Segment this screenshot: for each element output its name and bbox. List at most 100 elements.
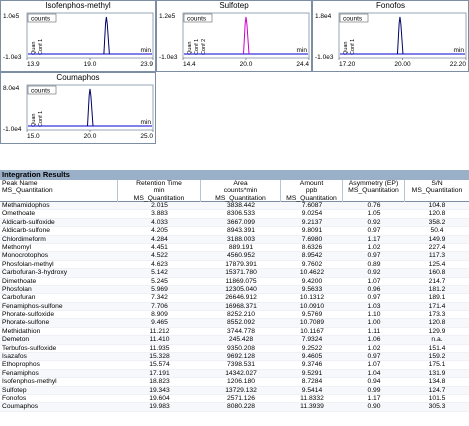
cell-peak-name: Methamidophos (2, 202, 50, 209)
cell-peak-name: Chlordimeform (2, 235, 46, 243)
x-tick-label: 13.9 (27, 61, 40, 68)
cell-area: 7398.531 (227, 361, 255, 369)
cell-asymmetry: 0.97 (367, 294, 381, 302)
table-row[interactable]: Dimethoate 5.245 11869.075 9.4200 1.07 214.7 (0, 278, 469, 286)
integration-table-body: Methamidophos 2.015 3838.442 7.6087 0.76 104.… (0, 202, 469, 412)
cell-sn: 358.2 (428, 218, 446, 226)
cell-retention-time: 4.522 (151, 252, 168, 260)
cell-sn: 104.8 (428, 202, 446, 209)
table-row[interactable]: Isofenphos-methyl 18.823 1206.180 8.7284 0.9… (0, 378, 469, 387)
cell-amount: 10.0910 (299, 302, 325, 310)
y-axis-bottom-label: -1.0e3 (159, 54, 178, 61)
table-row[interactable]: Phorate-sulfoxide 8.909 8252.210 9.5769 1.10… (0, 311, 469, 320)
channel-label: Conf 2 (201, 39, 207, 55)
table-row[interactable]: Methomyl 4.451 889.191 8.6326 1.02 227.4 (0, 243, 469, 253)
chromatogram-panel-coumaphos[interactable]: Coumaphos 8.0e4 -1.0e4 15.0 20.0 25.0 counts Q… (0, 72, 156, 144)
cell-sn: 149.9 (428, 235, 446, 243)
column-peak-name[interactable]: Peak Name MS_Quantitation (0, 180, 118, 202)
table-row[interactable]: Coumaphos 19.983 8080.228 11.3939 0.90 305.3 (0, 403, 469, 412)
cell-peak-name: Isazafos (2, 353, 27, 361)
cell-retention-time: 4.623 (151, 260, 168, 268)
cell-amount: 10.1167 (300, 327, 324, 335)
table-row[interactable]: Carbofuran 7.342 26646.912 10.1312 0.97 189.1 (0, 294, 469, 303)
cell-asymmetry: 0.92 (367, 218, 381, 226)
cell-asymmetry: 1.00 (367, 319, 381, 327)
table-row[interactable]: Methamidophos 2.015 3838.442 7.6087 0.76 104.… (0, 202, 469, 211)
cell-retention-time: 19.604 (149, 394, 170, 402)
cell-sn: 131.9 (428, 369, 446, 377)
chromatogram-panel-sulfotep[interactable]: Sulfotep 1.2e5 -1.0e3 14.4 20.0 24.4 counts Qu… (156, 0, 312, 72)
table-row[interactable]: Fenamiphos 17.191 14342.027 9.5291 1.04 131.9 (0, 369, 469, 379)
cell-amount: 8.9542 (301, 252, 323, 260)
table-row[interactable]: Phosfolan 5.969 12305.040 9.5633 0.96 181.2 (0, 285, 469, 295)
table-row[interactable]: Isazafos 15.328 9692.128 9.4605 0.97 159.2 (0, 353, 469, 362)
table-row[interactable]: Aldicarb-sulfone 4.205 8943.391 9.8091 0.97 5… (0, 227, 469, 236)
cell-retention-time: 5.969 (151, 285, 168, 293)
table-row[interactable]: Phosfolan-methyl 4.623 17879.391 9.7602 0.89… (0, 260, 469, 270)
cell-retention-time: 19.343 (149, 386, 170, 394)
cell-asymmetry: 0.96 (367, 285, 381, 293)
channel-label: Quan (31, 42, 37, 55)
cell-asymmetry: 0.89 (367, 260, 381, 268)
column-sn[interactable]: S/N MS_Quantitation (411, 180, 463, 195)
x-tick-label: 20.0 (84, 133, 97, 140)
cell-area: 889.191 (228, 243, 254, 251)
cell-asymmetry: 1.02 (367, 243, 381, 251)
y-axis-bottom-label: -1.0e3 (3, 54, 22, 61)
cell-area: 14342.027 (225, 369, 257, 377)
cell-area: 1206.180 (227, 378, 255, 386)
cell-amount: 7.6980 (301, 235, 323, 243)
column-amount[interactable]: Amount ppb MS_Quantitation (281, 180, 343, 202)
cell-asymmetry: 1.17 (367, 235, 381, 243)
table-row[interactable]: Fenamiphos-sulfone 7.706 16968.371 10.0910 1… (0, 302, 469, 312)
cell-amount: 9.8091 (301, 227, 323, 235)
cell-area: 3188.003 (227, 235, 255, 243)
chromatogram-panel-isofenphos-methyl[interactable]: Isofenphos-methyl 1.0e5 -1.0e3 13.9 19.0 23.… (0, 0, 156, 72)
cell-sn: 125.4 (428, 260, 446, 268)
cell-amount: 10.4622 (299, 269, 325, 277)
channel-label: Quan (343, 42, 349, 55)
table-row[interactable]: Chlordimeform 4.284 3188.003 7.6980 1.17 149.… (0, 235, 469, 244)
column-area[interactable]: Area counts*min MS_Quantitation (201, 180, 281, 202)
table-row[interactable]: Fonofos 19.604 2571.126 11.8332 1.17 101.5 (0, 394, 469, 404)
table-row[interactable]: Monocrotophos 4.522 4560.952 8.9542 0.97 117.… (0, 252, 469, 261)
table-row[interactable]: Sulfotep 19.343 13729.132 9.5414 0.99 124.7 (0, 386, 469, 395)
cell-sn: 134.8 (428, 378, 446, 386)
cell-area: 2571.126 (227, 394, 255, 402)
cell-asymmetry: 1.05 (367, 210, 381, 218)
table-row[interactable]: Demeton 11.410 245.428 7.9324 1.06 n.a. (0, 336, 469, 345)
cell-peak-name: Omethoate (2, 210, 36, 218)
panel-title: Coumaphos (56, 73, 100, 82)
cell-area: 4560.952 (227, 252, 255, 260)
column-retention-time[interactable]: Retention Time min MS_Quantitation (118, 180, 201, 202)
peak-trace (396, 16, 404, 55)
table-row[interactable]: Carbofuran-3-hydroxy 5.142 15371.780 10.462… (0, 269, 469, 278)
table-row[interactable]: Phorate-sulfone 9.465 8552.092 10.7089 1.00 1… (0, 319, 469, 328)
legend-label: counts (31, 88, 51, 95)
cell-peak-name: Methomyl (2, 243, 31, 251)
cell-amount: 10.1312 (299, 294, 325, 302)
cell-amount: 9.7602 (301, 260, 323, 268)
cell-peak-name: Aldicarb-sulfoxide (2, 218, 55, 226)
table-row[interactable]: Methidathion 11.212 3744.778 10.1167 1.11 129… (0, 327, 469, 337)
column-asymmetry[interactable]: Asymmetry (EP) MS_Quantitation (343, 180, 405, 202)
chromatogram-panel-fonofos[interactable]: Fonofos 1.8e4 -1.0e3 17.20 20.00 22.20 counts… (312, 0, 469, 72)
cell-retention-time: 5.142 (151, 269, 168, 277)
cell-area: 15371.780 (225, 269, 257, 277)
x-unit-label: min (141, 119, 152, 126)
cell-sn: 305.3 (428, 403, 446, 411)
x-tick-label: 22.20 (450, 61, 467, 68)
table-row[interactable]: Ethoprophos 15.574 7398.531 9.3746 1.07 175.1 (0, 361, 469, 370)
cell-area: 17879.391 (225, 260, 257, 268)
table-row[interactable]: Terbufos-sulfoxide 11.935 9350.208 9.2522 1.… (0, 345, 469, 354)
legend-label: counts (187, 16, 207, 23)
table-row[interactable]: Omethoate 3.883 8306.533 9.0254 1.05 120.8 (0, 210, 469, 219)
cell-asymmetry: 0.76 (367, 202, 381, 209)
x-tick-label: 19.0 (84, 61, 97, 68)
y-axis-top-label: 1.8e4 (315, 13, 332, 20)
cell-retention-time: 11.410 (149, 336, 170, 344)
chromatogram-plot: 1.8e4 -1.0e3 17.20 20.00 22.20 counts Quan Conf… (315, 12, 467, 68)
peak-trace (87, 88, 94, 127)
cell-peak-name: Fonofos (2, 394, 27, 402)
table-row[interactable]: Aldicarb-sulfoxide 4.033 3667.099 9.2137 0.9… (0, 218, 469, 228)
